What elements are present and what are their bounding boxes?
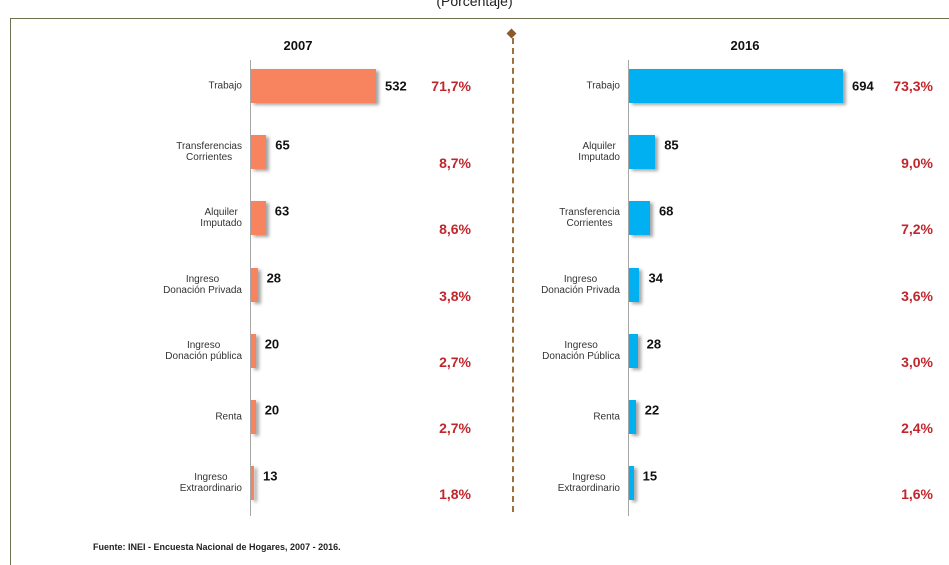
bar [629, 69, 843, 103]
category-label: Ingreso Donación Privada [541, 273, 620, 296]
category-label: Transferencia Corrientes [559, 207, 620, 230]
bar [251, 69, 376, 103]
bar [251, 333, 256, 368]
value-label: 22 [644, 402, 660, 418]
value-label: 65 [275, 137, 290, 153]
axis-line [628, 60, 629, 516]
bar [251, 400, 256, 434]
divider [512, 38, 514, 512]
bar [251, 135, 267, 170]
value-label: 34 [648, 270, 663, 286]
category-label: Transferencias Corrientes [176, 141, 242, 164]
bar [251, 466, 255, 501]
subtitle: (Porcentaje) [436, 0, 513, 9]
frame [10, 18, 949, 565]
percent-label: 8,7% [439, 155, 471, 172]
category-label: Trabajo [586, 80, 620, 92]
bar [629, 135, 656, 170]
bar [629, 400, 636, 434]
bar [251, 267, 258, 302]
value-label: 28 [266, 270, 282, 286]
bar [629, 466, 634, 501]
panel-title: 2016 [730, 38, 760, 53]
category-label: Renta [215, 411, 242, 423]
panel-title: 2007 [283, 38, 313, 53]
percent-label: 1,6% [901, 486, 933, 503]
percent-label: 9,0% [901, 155, 933, 172]
axis-line [250, 60, 251, 516]
source-note: Fuente: INEI - Encuesta Nacional de Hoga… [93, 542, 341, 552]
category-label: Ingreso Extraordinario [179, 472, 242, 495]
value-label: 20 [264, 336, 280, 352]
value-label: 532 [385, 78, 407, 94]
percent-label: 2,7% [439, 353, 471, 370]
percent-label: 2,4% [901, 420, 933, 436]
category-label: Alquiler Imputado [578, 141, 620, 164]
value-label: 68 [658, 203, 674, 219]
percent-label: 2,7% [439, 420, 471, 436]
percent-label: 3,6% [901, 287, 933, 304]
value-label: 20 [264, 402, 280, 418]
category-label: Ingreso Donación Pública [542, 339, 620, 362]
percent-label: 7,2% [901, 221, 933, 238]
percent-label: 1,8% [439, 486, 471, 503]
value-label: 85 [664, 137, 679, 153]
category-label: Alquiler Imputado [200, 207, 242, 230]
category-label: Ingreso Donación Privada [163, 273, 242, 296]
category-label: Ingreso Extraordinario [557, 472, 620, 495]
value-label: 28 [646, 336, 662, 352]
percent-label: 71,7% [431, 78, 471, 94]
value-label: 13 [263, 468, 278, 484]
bar [251, 201, 266, 236]
percent-label: 3,8% [439, 287, 471, 304]
bar [629, 201, 650, 236]
percent-label: 73,3% [893, 78, 933, 94]
value-label: 15 [642, 468, 658, 484]
category-label: Trabajo [208, 80, 242, 92]
value-label: 63 [274, 203, 290, 219]
bar [629, 333, 638, 368]
percent-label: 8,6% [439, 221, 471, 238]
category-label: Renta [593, 411, 620, 423]
category-label: Ingreso Donación pública [165, 339, 242, 362]
value-label: 694 [852, 78, 874, 94]
bar [629, 267, 640, 302]
percent-label: 3,0% [901, 353, 933, 370]
